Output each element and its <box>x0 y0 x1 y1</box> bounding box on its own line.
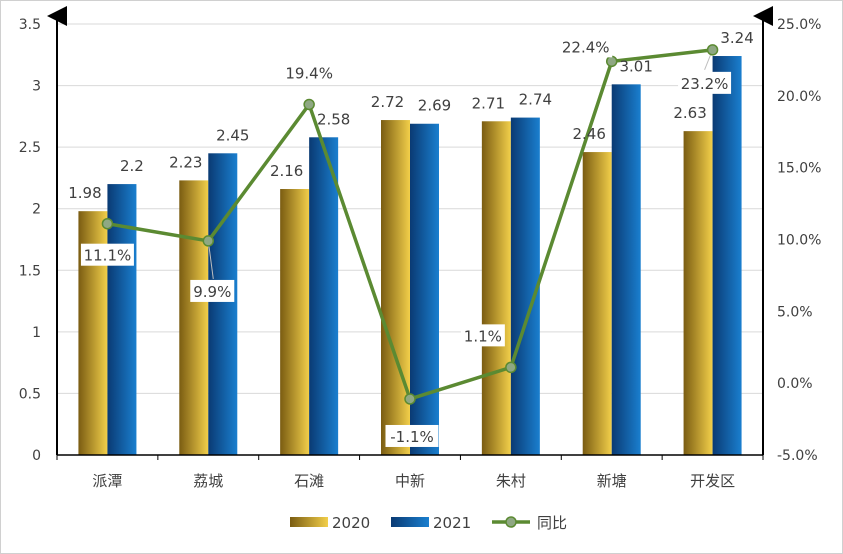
bar-label-2021: 3.01 <box>620 57 653 75</box>
yoy-label: 1.1% <box>464 327 502 345</box>
bar-label-2020: 2.16 <box>270 162 303 180</box>
bar-label-2020: 2.23 <box>169 153 202 171</box>
bar-label-2020: 2.46 <box>573 125 606 143</box>
right-tick-label: 25.0% <box>777 17 821 33</box>
legend-swatch-2021 <box>391 517 429 527</box>
yoy-label: 22.4% <box>562 38 610 56</box>
yoy-label-bg <box>385 424 439 447</box>
bar-label-2020: 1.98 <box>68 184 101 202</box>
yoy-label-bg <box>190 279 235 302</box>
left-tick-label: 3.5 <box>19 17 41 33</box>
bar-2020 <box>683 131 713 456</box>
bar-2021 <box>309 137 339 455</box>
category-label: 荔城 <box>193 472 223 490</box>
bar-2020 <box>582 152 612 455</box>
axes: 0 0.5 1 1.5 2 2.5 3 3.5 -5.0% 0.0% 5.0% 10.0% 15.0% 2… <box>19 6 821 490</box>
yoy-marker <box>605 55 618 68</box>
bar-2021 <box>611 84 641 455</box>
bar-2020 <box>280 189 310 456</box>
left-tick-label: 2 <box>32 202 41 218</box>
yoy-label-bg <box>678 71 732 94</box>
yoy-label: 19.4% <box>285 64 333 82</box>
yoy-marker <box>101 217 114 230</box>
yoy-marker <box>706 44 719 56</box>
data-labels: 1.98 2.2 2.23 2.45 2.16 2.58 2.72 2.69 2.71 2.74 2… <box>68 29 754 447</box>
left-tick-label: 2.5 <box>19 140 41 156</box>
leader-line <box>207 240 214 280</box>
category-label: 朱村 <box>496 472 526 490</box>
yoy-label: -1.1% <box>390 428 434 446</box>
yoy-label-bg <box>282 61 336 84</box>
yoy-marker <box>303 98 315 111</box>
yoy-label-bg <box>80 243 134 266</box>
left-tick-label: 1.5 <box>19 263 41 279</box>
yoy-marker <box>505 361 517 374</box>
bar-label-2020: 2.71 <box>472 94 505 112</box>
category-label: 派潭 <box>92 472 122 490</box>
yoy-line <box>101 44 719 405</box>
category-label: 开发区 <box>690 472 735 490</box>
yoy-label-bg <box>460 324 505 347</box>
yoy-label: 11.1% <box>84 247 132 265</box>
bar-label-2021: 3.24 <box>720 29 753 47</box>
bar-2021 <box>208 153 238 456</box>
bar-label-2021: 2.69 <box>418 97 451 115</box>
bar-2021 <box>410 123 439 455</box>
right-tick-label: 15.0% <box>777 161 821 177</box>
bar-label-2020: 2.63 <box>673 104 706 122</box>
bar-label-2021: 2.74 <box>519 91 552 109</box>
legend-swatch-marker <box>505 516 517 528</box>
yoy-label-bg <box>559 35 613 58</box>
bar-2020 <box>179 180 209 456</box>
legend-label: 同比 <box>537 514 567 532</box>
right-tick-label: 10.0% <box>777 233 821 249</box>
category-label: 新塘 <box>597 472 627 490</box>
right-tick-label: 0.0% <box>777 376 813 392</box>
legend-swatch-2020 <box>290 517 328 527</box>
legend-label: 2021 <box>433 514 471 532</box>
yoy-marker <box>404 393 416 405</box>
left-tick-label: 1 <box>32 325 41 341</box>
left-tick-label: 3 <box>32 79 41 95</box>
bar-2020 <box>381 120 410 456</box>
yoy-label: 23.2% <box>681 75 729 93</box>
left-tick-label: 0 <box>32 448 41 464</box>
legend-label: 2020 <box>332 514 370 532</box>
right-tick-label: 5.0% <box>777 304 813 320</box>
bar-2021 <box>510 117 540 456</box>
bar-label-2021: 2.58 <box>317 110 350 128</box>
right-tick-label: -5.0% <box>777 448 818 464</box>
category-label: 中新 <box>395 472 425 490</box>
yoy-marker <box>202 235 215 247</box>
bar-label-2021: 2.2 <box>120 157 144 175</box>
left-tick-label: 0.5 <box>19 386 41 402</box>
yoy-label: 9.9% <box>193 283 231 301</box>
bar-2021 <box>712 56 742 455</box>
legend: 2020 2021 同比 <box>290 514 567 532</box>
bar-label-2021: 2.45 <box>216 126 249 144</box>
category-label: 石滩 <box>294 472 324 490</box>
right-tick-label: 20.0% <box>777 89 821 105</box>
bar-label-2020: 2.72 <box>371 93 404 111</box>
bar-2020 <box>481 121 511 455</box>
